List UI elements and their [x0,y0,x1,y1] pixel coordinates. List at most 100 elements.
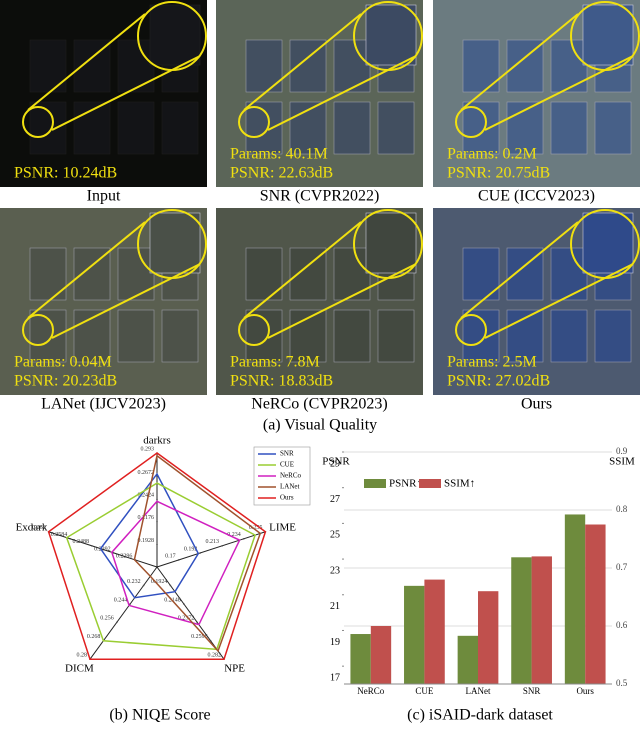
tick-label: 0.282 [208,653,222,659]
overlay-text: PSNR: 10.24dB [14,165,117,182]
bar [564,514,586,684]
tick-label: 0.293 [141,446,155,452]
tick-mark [177,559,180,561]
court [550,101,588,155]
image-panel: Params: 0.04M PSNR: 20.23dB LANet (IJCV202… [0,208,207,413]
x-tick-label: NeRCo [357,686,385,696]
court [550,39,588,93]
tick-label: 0.1928 [138,538,155,544]
radar-line [47,452,267,660]
y-tick-label: 25 [330,530,340,541]
tick-mark [142,584,145,587]
zoom-line [243,221,362,319]
tick-label: 0.28 [76,653,87,659]
bar [350,634,371,684]
bar [370,626,392,684]
axis-title: PSNR [322,456,350,468]
axis-label: DICM [65,662,94,674]
court [333,39,371,93]
tick-label: 0.2488 [72,539,89,545]
overlay-text: Params: 7.8M [230,354,320,371]
court [29,101,67,155]
zoom-line [267,55,417,131]
y-tick-label: 19 [330,637,340,648]
y2-tick-label: 0.6 [616,620,628,630]
zoom-small [455,106,487,138]
legend-label: Ours [280,494,294,502]
chart-caption: (c) iSAID-dark dataset [407,707,553,724]
court [550,309,588,363]
panel-caption: LANet (IJCV2023) [41,396,166,413]
court [117,101,155,155]
court [377,101,415,155]
overlay-text: PSNR: 27.02dB [447,373,550,390]
y-tick-label: 17 [330,672,340,683]
legend-label: LANet [280,483,299,491]
tick-mark [242,538,245,540]
bar [478,591,499,684]
tick-mark [169,584,172,587]
zoom-small [238,106,270,138]
tick-label: 0.234 [227,532,241,538]
tick-mark [221,545,223,547]
tick-label: 0.2424 [138,493,155,499]
overlay-text: Params: 2.5M [447,354,537,371]
court [333,247,371,301]
y2-tick-label: 0.8 [616,504,628,514]
tick-label: 0.2596 [191,634,208,640]
tick-mark [129,603,131,605]
image-panel: PSNR: 10.24dB Input [0,0,207,205]
tick-mark [183,603,185,605]
axis-label: LIME [269,522,296,534]
chart-caption: (b) NIQE Score [109,707,210,724]
tick-mark [112,552,115,554]
zoom-small [238,314,270,346]
tick-label: 0.232 [127,579,141,585]
court [117,309,155,363]
zoom-line [484,55,634,131]
zoom-line [460,13,579,111]
panel-caption: NeRCo (CVPR2023) [251,396,387,413]
legend-box [253,446,311,506]
zoom-line [27,13,146,111]
tick-label: 0.2392 [94,546,111,552]
court [333,101,371,155]
panel-caption: SNR (CVPR2022) [260,188,380,205]
tick-label: 0.244 [114,597,128,603]
court [550,247,588,301]
image-panel: Params: 0.2M PSNR: 20.75dB CUE (ICCV2023) [433,0,640,205]
axis-label: darkrs [143,435,171,447]
axis-label: NPE [224,662,245,674]
tick-mark [69,538,72,540]
overlay-text: PSNR: 20.75dB [447,165,550,182]
y-tick-label: 23 [330,565,340,576]
bar [404,585,425,684]
court [582,4,634,66]
tick-label: 0.2296 [116,553,133,559]
bar [424,579,445,684]
figure-caption: (a) Visual Quality [263,417,377,434]
tick-mark [115,621,118,624]
y2-tick-label: 0.5 [616,678,628,688]
tick-label: 0.2176 [138,515,155,521]
court [149,212,201,274]
axis-label: Exdark [16,522,48,534]
x-tick-label: LANet [466,686,491,696]
axis-title: SSIM [609,456,635,468]
tick-label: 0.213 [206,539,220,545]
y-tick-label: 21 [330,601,340,612]
zoom-line [243,13,362,111]
radar-line [99,472,200,599]
legend-label: SSIM↑ [444,478,475,490]
zoom-small [22,106,54,138]
radar-line [133,454,262,653]
panel-caption: Input [87,188,121,205]
legend-swatch [364,479,386,488]
court [149,4,201,66]
zoom-line [51,55,201,131]
zoom-line [484,263,634,339]
tick-mark [199,552,202,554]
tick-label: 0.268 [87,634,101,640]
court [365,4,417,66]
